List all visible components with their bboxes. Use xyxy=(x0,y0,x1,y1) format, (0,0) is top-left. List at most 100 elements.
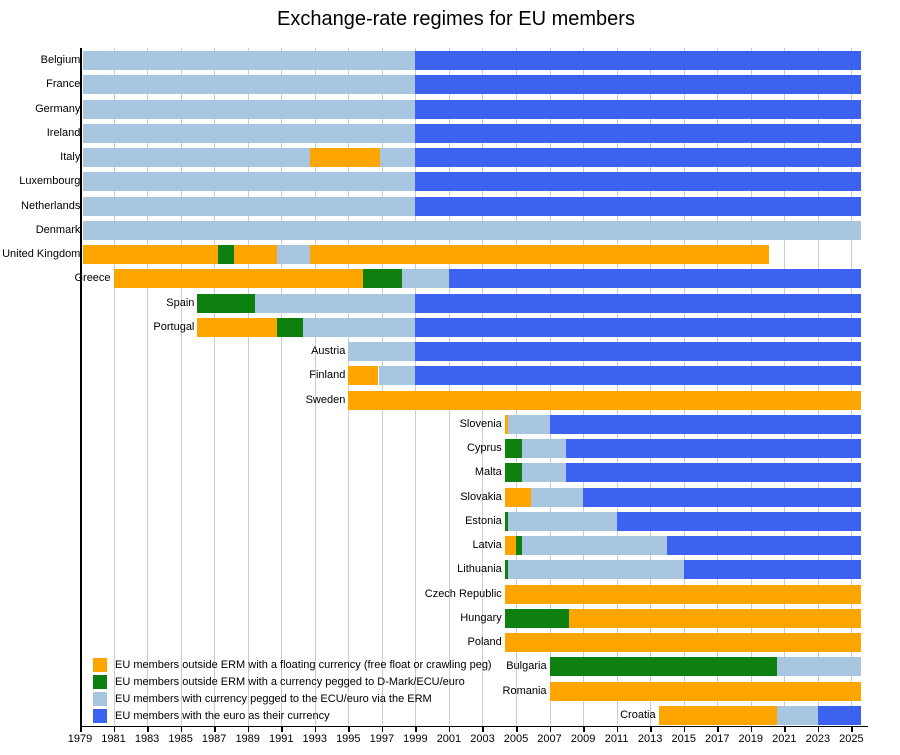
x-tick-label: 2009 xyxy=(570,732,596,745)
bar-segment-float xyxy=(83,245,218,264)
country-label: Netherlands xyxy=(21,199,81,212)
bar-segment-erm xyxy=(348,342,416,361)
gridline xyxy=(817,48,819,726)
x-tick-label: 1989 xyxy=(235,732,260,745)
country-label: Bulgaria xyxy=(506,660,547,673)
bar-segment-peg xyxy=(549,657,777,677)
gridline xyxy=(314,48,316,726)
country-label: Austria xyxy=(311,345,346,357)
x-tick-label: 2021 xyxy=(772,732,797,745)
bar-segment-erm xyxy=(255,293,416,313)
bar-segment-euro xyxy=(448,269,862,289)
x-tick-label: 1993 xyxy=(302,732,327,745)
bar-segment-erm xyxy=(401,269,449,289)
gridline xyxy=(717,48,719,726)
bar-segment-erm xyxy=(531,487,584,507)
bar-segment-euro xyxy=(666,536,862,555)
bar-segment-erm xyxy=(522,536,667,555)
bar-segment-erm xyxy=(776,657,862,677)
country-label: Portugal xyxy=(153,320,195,333)
x-tick xyxy=(616,726,619,732)
gridline xyxy=(180,48,182,726)
bar-segment-float xyxy=(309,245,770,264)
bar-segment-float xyxy=(348,366,379,386)
x-tick xyxy=(482,726,484,732)
x-tick-label: 2005 xyxy=(503,732,529,745)
bar-segment-erm xyxy=(83,196,416,216)
x-tick xyxy=(415,726,417,732)
bar-segment-erm xyxy=(83,220,862,240)
gridline xyxy=(516,48,518,726)
gridline xyxy=(113,48,115,726)
bar-segment-peg xyxy=(504,463,522,483)
bar-segment-euro xyxy=(415,366,862,386)
x-tick xyxy=(281,726,283,732)
x-tick xyxy=(750,726,753,732)
gridline xyxy=(281,48,283,726)
bar-segment-euro xyxy=(616,511,862,531)
x-tick-label: 1985 xyxy=(168,732,193,745)
bar-segment-peg xyxy=(363,269,402,289)
gridline xyxy=(381,48,383,726)
gridline xyxy=(482,48,484,726)
bar-segment-erm xyxy=(508,511,617,531)
x-tick-label: 2011 xyxy=(604,732,629,745)
country-label: Luxembourg xyxy=(19,175,81,188)
legend-swatch-float xyxy=(93,658,107,672)
x-tick-label: 1987 xyxy=(201,732,227,745)
bar-segment-euro xyxy=(415,123,862,143)
bar-segment-erm xyxy=(521,439,567,458)
bar-segment-euro xyxy=(415,293,862,313)
country-label: Denmark xyxy=(35,223,81,236)
x-tick-label: 2019 xyxy=(738,732,764,745)
bar-segment-peg xyxy=(277,317,304,337)
x-tick xyxy=(247,726,250,732)
bar-segment-float xyxy=(504,414,509,434)
gridline xyxy=(247,48,249,726)
x-tick xyxy=(851,726,853,732)
bar-segment-euro xyxy=(415,172,862,192)
gridline xyxy=(348,48,350,726)
bar-segment-erm xyxy=(508,560,684,580)
bar-segment-erm xyxy=(776,705,818,725)
bar-segment-erm xyxy=(83,123,416,143)
country-label: Italy xyxy=(60,151,81,163)
bar-segment-euro xyxy=(683,560,862,580)
bar-segment-float xyxy=(568,608,862,628)
bar-segment-erm xyxy=(83,51,416,70)
x-tick-label: 1999 xyxy=(403,732,428,745)
chart-title: Exchange-rate regimes for EU members xyxy=(277,8,635,30)
x-tick-label: 2007 xyxy=(537,732,562,745)
country-label: Slovakia xyxy=(460,490,502,503)
bar-segment-float xyxy=(658,705,777,725)
legend-label-float: EU members outside ERM with a floating c… xyxy=(115,659,492,671)
x-tick xyxy=(583,726,585,732)
bar-segment-euro xyxy=(415,196,862,216)
x-tick-label: 1983 xyxy=(134,732,160,745)
bar-segment-float xyxy=(309,148,381,167)
bar-segment-euro xyxy=(415,75,862,95)
legend-swatch-euro xyxy=(93,709,107,723)
country-label: Slovenia xyxy=(459,417,502,430)
bar-segment-erm xyxy=(380,148,416,167)
country-label: Latvia xyxy=(472,539,502,551)
bar-segment-euro xyxy=(415,342,862,361)
gridline xyxy=(549,48,551,726)
gridline xyxy=(583,48,585,726)
country-label: United Kingdom xyxy=(2,248,81,260)
x-tick xyxy=(348,726,350,732)
country-label: Romania xyxy=(502,684,547,697)
bar-segment-erm xyxy=(83,148,310,167)
gridline xyxy=(750,48,752,726)
legend-label-euro: EU members with the euro as their curren… xyxy=(115,710,330,722)
bar-segment-euro xyxy=(566,439,862,458)
legend-label-peg: EU members outside ERM with a currency p… xyxy=(115,676,465,688)
gridline xyxy=(784,48,786,726)
legend-swatch-erm xyxy=(93,692,107,706)
country-label: Czech Republic xyxy=(424,587,502,600)
country-label: Hungary xyxy=(460,611,502,624)
bar-segment-erm xyxy=(83,99,416,119)
x-tick-label: 2003 xyxy=(470,732,495,745)
country-label: Croatia xyxy=(620,708,656,721)
